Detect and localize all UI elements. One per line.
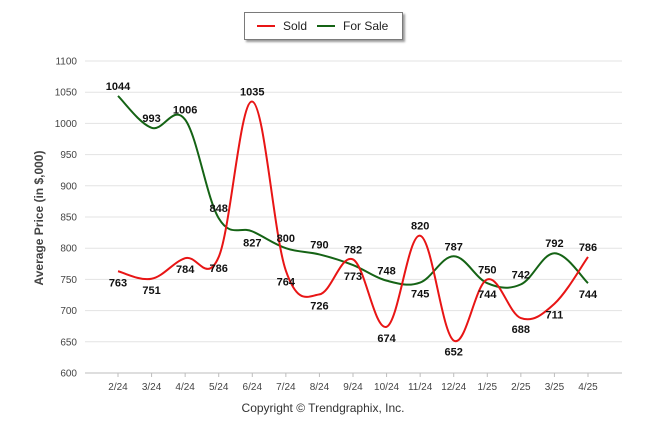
- y-axis-ticks: 600 650 700 750 800 850 900 950 1000 1050 1100: [55, 57, 78, 380]
- data-label-for-sale: 1044: [106, 81, 131, 93]
- x-tick-label: 12/24: [441, 382, 466, 393]
- legend: Sold For Sale: [244, 12, 403, 40]
- y-tick-label: 950: [60, 150, 77, 161]
- x-tick-label: 8/24: [310, 382, 330, 393]
- data-label-sold: 688: [512, 324, 530, 336]
- data-label-for-sale: 787: [445, 241, 463, 253]
- data-label-sold: 820: [411, 221, 429, 233]
- data-label-for-sale: 745: [411, 289, 429, 301]
- x-tick-label: 5/24: [209, 382, 229, 393]
- legend-item-for-sale[interactable]: For Sale: [317, 13, 388, 39]
- data-label-for-sale: 748: [377, 266, 395, 278]
- x-tick-label: 2/25: [511, 382, 531, 393]
- data-label-sold: 1035: [240, 87, 264, 99]
- y-tick-label: 650: [60, 337, 77, 348]
- series-lines: [117, 95, 589, 342]
- data-label-for-sale: 1006: [173, 105, 197, 117]
- data-label-sold: 782: [344, 244, 362, 256]
- data-label-sold: 751: [142, 285, 160, 297]
- series-line-sold: [117, 100, 589, 342]
- data-label-sold: 652: [445, 347, 463, 359]
- copyright-text: Copyright © Trendgraphix, Inc.: [241, 401, 405, 415]
- y-tick-label: 850: [60, 213, 77, 224]
- data-label-for-sale: 848: [210, 203, 228, 215]
- data-label-sold: 784: [176, 264, 195, 276]
- data-label-for-sale: 744: [579, 289, 598, 301]
- x-tick-label: 4/25: [578, 382, 598, 393]
- legend-label-sold: Sold: [283, 19, 308, 33]
- y-tick-label: 900: [60, 181, 77, 192]
- legend-label-for-sale: For Sale: [343, 19, 389, 33]
- data-label-sold: 786: [579, 242, 597, 254]
- y-tick-label: 600: [60, 369, 77, 380]
- for-sale-swatch-icon: [317, 25, 335, 27]
- x-tick-label: 3/24: [142, 382, 162, 393]
- y-tick-label: 1050: [55, 88, 78, 99]
- x-tick-label: 11/24: [408, 382, 433, 393]
- y-tick-label: 750: [60, 275, 77, 286]
- y-tick-label: 1100: [55, 57, 77, 68]
- data-labels: 763 751 784 786 1035 764 726 782 674 820 652 750 688…: [106, 81, 598, 359]
- x-tick-label: 2/24: [108, 382, 128, 393]
- y-tick-label: 800: [60, 244, 77, 255]
- data-label-for-sale: 742: [512, 269, 530, 281]
- data-label-for-sale: 993: [142, 113, 160, 125]
- sold-swatch-icon: [257, 25, 275, 27]
- data-label-sold: 786: [210, 263, 228, 275]
- data-label-sold: 764: [277, 277, 296, 289]
- data-label-for-sale: 773: [344, 271, 362, 283]
- x-axis-ticks: 2/24 3/24 4/24 5/24 6/24 7/24 8/24 9/24 10/24 11/…: [108, 373, 598, 393]
- x-tick-label: 7/24: [276, 382, 296, 393]
- data-label-sold: 711: [546, 310, 564, 322]
- data-label-for-sale: 827: [243, 237, 261, 249]
- data-label-sold: 726: [310, 300, 328, 312]
- y-tick-label: 700: [60, 306, 77, 317]
- x-tick-label: 4/24: [175, 382, 195, 393]
- data-label-for-sale: 790: [310, 239, 328, 251]
- data-label-sold: 674: [377, 333, 396, 345]
- series-line-for-sale: [117, 95, 589, 289]
- data-label-for-sale: 800: [277, 233, 295, 245]
- y-axis-label: Average Price (in $,000): [32, 151, 46, 286]
- x-tick-label: 3/25: [545, 382, 565, 393]
- grid-lines: [85, 60, 622, 374]
- data-label-sold: 750: [478, 264, 496, 276]
- y-tick-label: 1000: [55, 119, 78, 130]
- x-tick-label: 1/25: [478, 382, 498, 393]
- x-tick-label: 10/24: [374, 382, 399, 393]
- x-tick-label: 9/24: [343, 382, 363, 393]
- data-label-for-sale: 792: [545, 238, 563, 250]
- data-label-sold: 763: [109, 277, 127, 289]
- data-label-for-sale: 744: [478, 289, 497, 301]
- x-tick-label: 6/24: [243, 382, 263, 393]
- legend-item-sold[interactable]: Sold: [257, 13, 307, 39]
